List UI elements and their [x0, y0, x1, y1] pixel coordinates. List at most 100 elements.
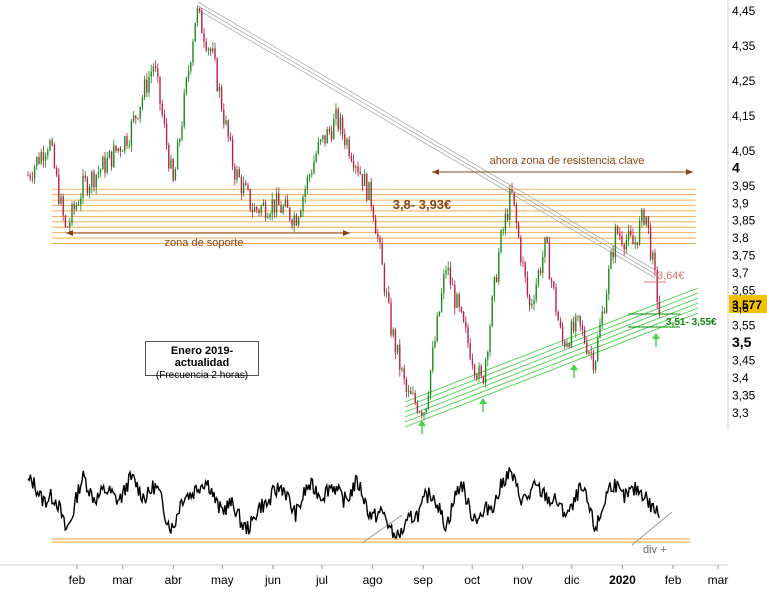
candle-body: [377, 233, 379, 238]
buy-arrow-head: [570, 364, 578, 370]
candle-body: [260, 205, 262, 213]
candle-body: [170, 159, 172, 169]
x-tick-label: nov: [513, 573, 532, 587]
candle-body: [242, 183, 245, 194]
y-tick-label: 3,9: [732, 196, 749, 210]
candle-body: [412, 393, 414, 395]
target-small-label: 3,64€: [657, 270, 685, 282]
candle-body: [245, 183, 247, 186]
candle-body: [614, 226, 617, 258]
candle-body: [526, 276, 529, 296]
candle-body: [460, 306, 463, 312]
candle-body: [69, 222, 71, 228]
candle-body: [104, 156, 106, 173]
candle-body: [225, 120, 227, 125]
candle-body: [656, 270, 658, 303]
candle-body: [557, 312, 559, 321]
chart-info-box: Enero 2019- actualidad (Frecuencia 2 hor…: [145, 341, 259, 381]
support-label: zona de soporte: [165, 237, 244, 249]
candle-body: [55, 167, 58, 175]
zone-label: 3,8- 3,93€: [393, 197, 452, 212]
candle-body: [634, 242, 636, 245]
channel-line: [404, 292, 699, 408]
candle-body: [58, 174, 60, 204]
candle-body: [249, 189, 251, 210]
candle-body: [216, 58, 218, 92]
candle-body: [405, 379, 408, 392]
resistance-label: ahora zona de resistencia clave: [490, 155, 645, 167]
candle-body: [577, 315, 579, 317]
candle-body: [344, 134, 346, 145]
candle-body: [546, 237, 548, 243]
buy-arrow-head: [652, 333, 660, 339]
candle-body: [658, 302, 661, 314]
candle-body: [432, 347, 434, 371]
candle-body: [264, 202, 267, 219]
candle-body: [579, 315, 581, 326]
support-resistance-zone: [52, 188, 696, 244]
candle-body: [227, 120, 229, 137]
candle-body: [370, 181, 372, 207]
info-line-1: Enero 2019- actualidad: [170, 345, 234, 369]
candle-body: [379, 237, 381, 243]
candle-body: [385, 292, 388, 294]
candle-body: [509, 189, 511, 220]
candle-body: [185, 77, 188, 93]
y-tick-label: 3,85: [732, 214, 756, 228]
candle-body: [564, 341, 566, 347]
candle-body: [528, 295, 531, 306]
candle-body: [267, 217, 269, 219]
candle-body: [141, 97, 144, 107]
price-panel: [0, 0, 728, 430]
x-tick-label: feb: [69, 573, 86, 587]
candle-body: [223, 109, 225, 125]
candle-body: [652, 252, 654, 260]
candle-body: [269, 214, 271, 218]
candle-body: [341, 117, 344, 135]
candle-body: [553, 281, 555, 288]
candle-body: [64, 215, 67, 227]
candle-body: [207, 48, 210, 51]
candle-body: [324, 135, 326, 144]
candle-body: [423, 412, 425, 416]
x-tick-label: mar: [112, 573, 133, 587]
candle-body: [280, 205, 282, 213]
y-tick-label: 4,15: [732, 109, 756, 123]
candle-body: [636, 242, 639, 245]
candle-body: [597, 337, 599, 362]
candle-body: [612, 251, 614, 258]
candle-body: [495, 276, 498, 282]
candle-body: [447, 267, 449, 271]
candle-body: [126, 136, 128, 146]
candle-body: [218, 87, 221, 92]
candle-body: [421, 411, 423, 416]
candle-body: [198, 8, 201, 11]
x-tick-label: abr: [165, 573, 182, 587]
candle-body: [302, 196, 304, 212]
candle-body: [586, 342, 588, 354]
candle-body: [647, 216, 650, 228]
candle-body: [583, 329, 586, 343]
x-tick-label: jul: [315, 573, 328, 587]
candle-body: [361, 173, 364, 187]
candle-body: [209, 48, 212, 52]
x-axis-ticks: feb mar abr may jun jul ago sep oct nov dic 2020 feb…: [69, 565, 728, 587]
candle-body: [399, 344, 401, 370]
candle-body: [29, 175, 31, 178]
candle-body: [493, 276, 496, 297]
candle-body: [201, 10, 203, 34]
candle-body: [544, 237, 546, 258]
candle-body: [308, 175, 311, 177]
candle-body: [594, 361, 597, 370]
last-price-label: 3,577: [732, 298, 762, 312]
candle-body: [531, 303, 533, 306]
candle-body: [196, 8, 199, 23]
candle-body: [515, 204, 518, 223]
candle-body: [500, 230, 502, 253]
candle-body: [313, 161, 315, 174]
candle-body: [480, 366, 482, 377]
candle-body: [590, 352, 592, 353]
osc-div-line-1: [361, 514, 403, 544]
y-tick-label: 3,75: [732, 249, 756, 263]
candle-body: [458, 294, 460, 307]
